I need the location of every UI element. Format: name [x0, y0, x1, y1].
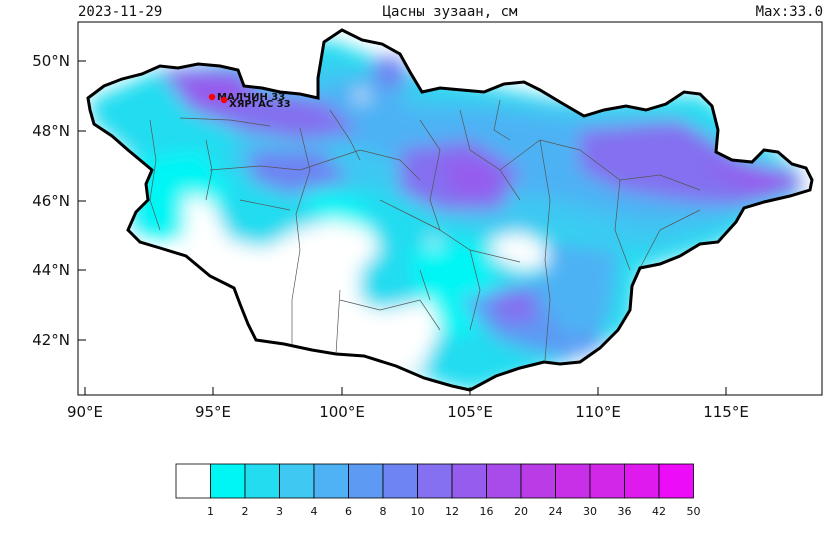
colorbar-swatch — [244, 463, 280, 499]
station-label: ХЯРГАС 33 — [229, 99, 291, 110]
colorbar-swatch — [624, 463, 660, 499]
lat-tick-label: 42°N — [32, 331, 70, 349]
lon-tick-label: 90°E — [67, 403, 103, 421]
colorbar-label: 10 — [411, 505, 425, 518]
lat-tick-label: 48°N — [32, 122, 70, 140]
colorbar-swatch — [382, 463, 418, 499]
lon-tick-label: 100°E — [319, 403, 365, 421]
colorbar-label: 30 — [583, 505, 597, 518]
colorbar: 1 2 3 4 6 8 10 12 16 20 24 30 36 42 50 — [175, 463, 701, 518]
colorbar-label: 1 — [207, 505, 214, 518]
colorbar-label: 50 — [687, 505, 701, 518]
colorbar-swatch — [279, 463, 315, 499]
colorbar-swatch — [486, 463, 522, 499]
colorbar-swatch — [658, 463, 694, 499]
colorbar-swatch — [313, 463, 349, 499]
axis-ticks: 50°N 48°N 46°N 44°N 42°N 90°E 95°E 100°E 105°E 11… — [32, 52, 749, 421]
colorbar-swatch — [555, 463, 591, 499]
colorbar-swatch — [520, 463, 556, 499]
lon-tick-label: 115°E — [703, 403, 749, 421]
lat-tick-label: 44°N — [32, 261, 70, 279]
province-boundaries — [149, 99, 701, 361]
colorbar-label: 2 — [242, 505, 249, 518]
colorbar-label: 16 — [480, 505, 494, 518]
colorbar-swatch — [417, 463, 453, 499]
map-title: Цасны зузаан, см — [382, 4, 518, 20]
colorbar-swatch — [175, 463, 211, 499]
colorbar-swatch — [589, 463, 625, 499]
lat-tick-label: 46°N — [32, 192, 70, 210]
lon-tick-label: 95°E — [195, 403, 231, 421]
lat-tick-label: 50°N — [32, 52, 70, 70]
colorbar-swatch — [451, 463, 487, 499]
colorbar-label: 12 — [445, 505, 459, 518]
lon-tick-label: 105°E — [447, 403, 493, 421]
station-dot — [220, 96, 228, 104]
colorbar-label: 20 — [514, 505, 528, 518]
colorbar-label: 42 — [652, 505, 666, 518]
colorbar-swatch — [348, 463, 384, 499]
colorbar-label: 3 — [276, 505, 283, 518]
colorbar-label: 24 — [549, 505, 563, 518]
max-value: Max:33.0 — [755, 4, 823, 20]
colorbar-label: 8 — [380, 505, 387, 518]
station-label: МАЛЧИН 33 — [217, 92, 285, 103]
colorbar-label: 4 — [311, 505, 318, 518]
map-date: 2023-11-29 — [78, 4, 163, 20]
station-dot — [208, 93, 216, 101]
lon-tick-label: 110°E — [575, 403, 621, 421]
colorbar-label: 36 — [618, 505, 632, 518]
colorbar-label: 6 — [345, 505, 352, 518]
colorbar-swatch — [210, 463, 246, 499]
